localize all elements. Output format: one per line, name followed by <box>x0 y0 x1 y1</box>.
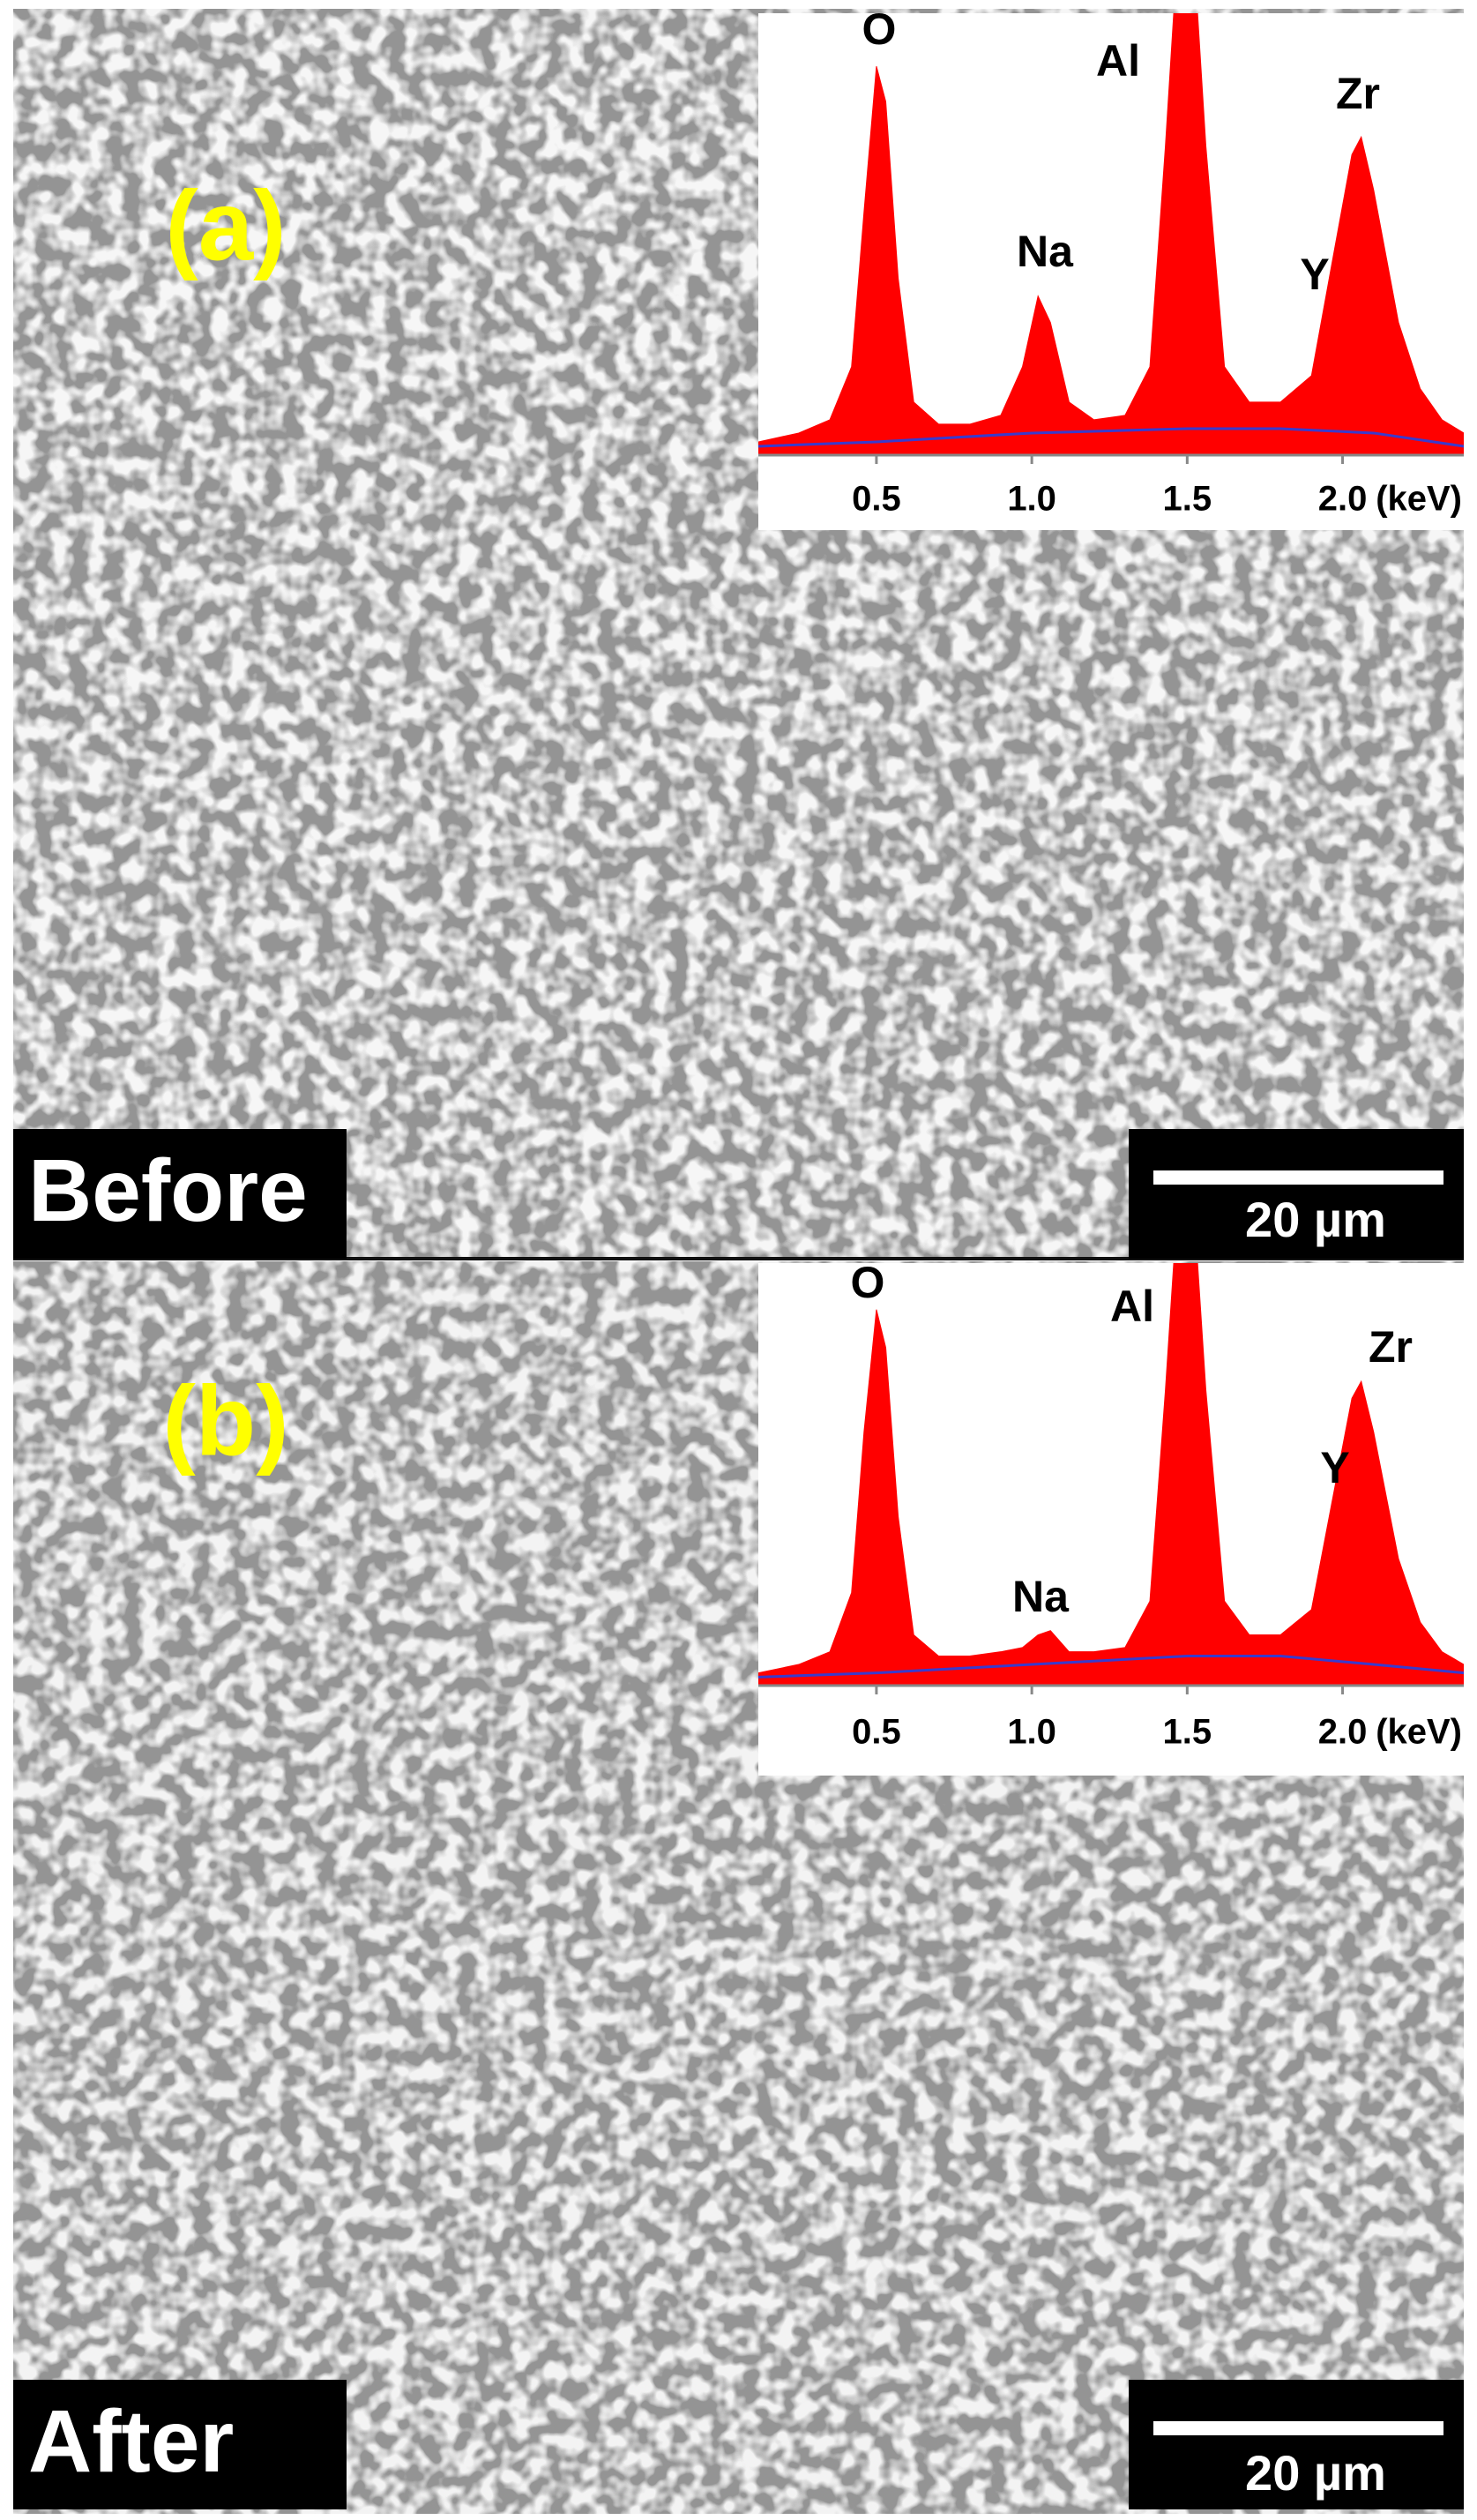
x-tick-label: 1.0 <box>1007 480 1056 519</box>
scale-bar-box <box>1129 2380 1464 2509</box>
peak-label: Na <box>1017 227 1074 276</box>
x-tick-label: 1.0 <box>1007 1713 1056 1752</box>
x-tick-label: 0.5 <box>852 480 901 519</box>
peak-label: Al <box>1096 36 1140 86</box>
x-axis-label: (keV) <box>1376 1713 1462 1752</box>
caption: After <box>28 2392 234 2491</box>
peak-label: Y <box>1320 1443 1349 1492</box>
x-axis-label: (keV) <box>1376 480 1462 519</box>
x-tick-label: 1.5 <box>1163 1713 1212 1752</box>
peak-label: Zr <box>1336 69 1380 118</box>
caption-box <box>13 2380 347 2509</box>
x-tick-label: 0.5 <box>852 1713 901 1752</box>
x-tick-label: 2.0 <box>1318 1713 1368 1752</box>
peak-label: O <box>851 1258 885 1307</box>
caption: Before <box>28 1141 308 1240</box>
spectrum-area <box>758 1263 1464 1686</box>
scale-bar <box>1153 2421 1443 2435</box>
plot-area <box>758 1263 1464 1686</box>
x-tick-label: 1.5 <box>1163 480 1212 519</box>
background-line <box>758 1654 1464 1679</box>
panel-label: (a) <box>166 171 287 281</box>
scale-bar <box>1153 1170 1443 1185</box>
background-line <box>758 427 1464 448</box>
scale-bar-label: 20 µm <box>1245 2445 1386 2501</box>
x-tick-label: 2.0 <box>1318 480 1368 519</box>
peak-label: Zr <box>1369 1322 1413 1372</box>
peak-label: O <box>862 4 897 54</box>
panel-label: (b) <box>162 1366 288 1477</box>
caption-box <box>13 1129 347 1259</box>
peak-label: Y <box>1300 250 1329 299</box>
spectrum-area <box>758 13 1464 455</box>
scale-bar-box <box>1129 1129 1464 1259</box>
peak-label: Al <box>1110 1282 1154 1331</box>
scale-bar-label: 20 µm <box>1245 1192 1386 1247</box>
peak-label: Na <box>1012 1572 1070 1621</box>
plot-area <box>758 13 1464 455</box>
